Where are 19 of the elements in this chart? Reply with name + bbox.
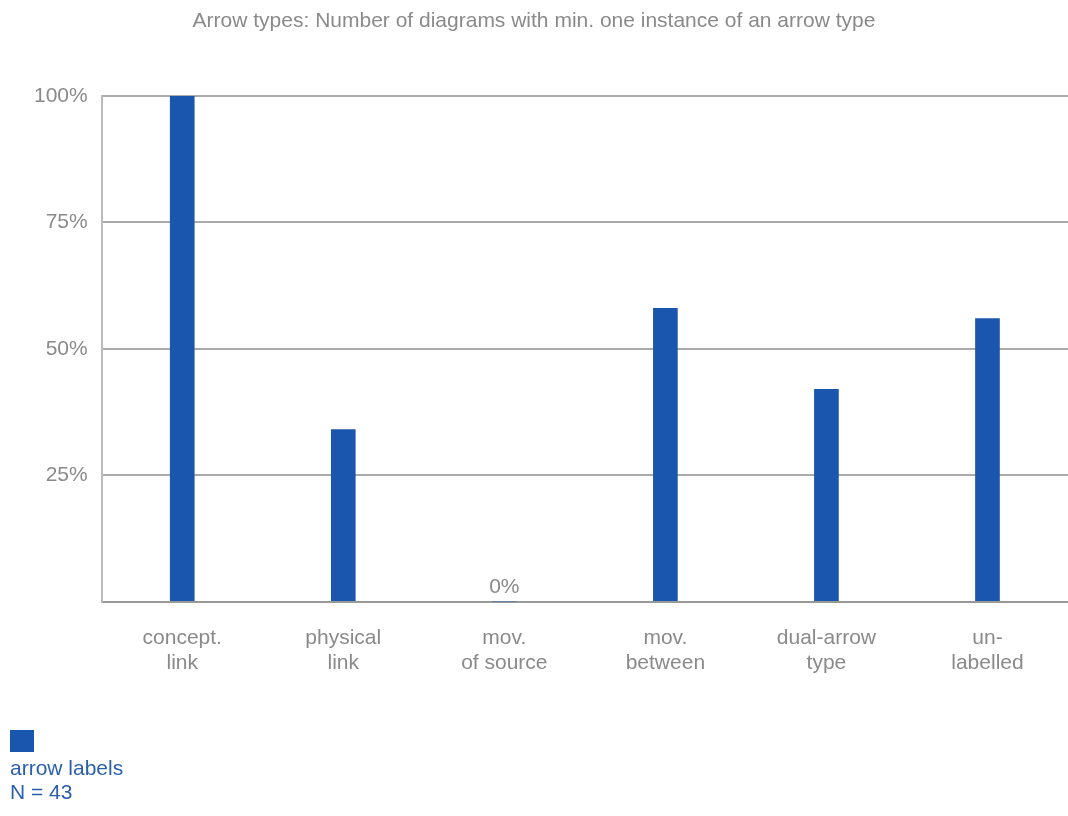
y-tick-label: 50% xyxy=(45,335,88,359)
data-label: 0% xyxy=(489,573,520,597)
x-tick-label: mov. between xyxy=(625,625,706,674)
legend-label: arrow labels xyxy=(10,756,124,780)
y-tick-label: 25% xyxy=(45,462,88,485)
x-tick-label: dual-arrow type xyxy=(776,625,877,674)
bar xyxy=(653,308,678,601)
bar xyxy=(975,318,1000,601)
x-tick-label: physical link xyxy=(305,625,382,674)
chart-title: Arrow types: Number of diagrams with min. one instance of an arrow type xyxy=(191,8,877,32)
bar xyxy=(169,96,195,601)
text: N = 43 xyxy=(10,780,74,804)
x-tick-label: concept. link xyxy=(142,625,222,674)
y-tick-label: 100% xyxy=(33,82,88,106)
bar xyxy=(814,388,839,601)
x-tick-label: mov. of source xyxy=(461,625,548,674)
bar xyxy=(330,429,356,601)
y-tick-label: 75% xyxy=(45,209,88,233)
x-tick-label: un- labelled xyxy=(951,625,1024,674)
